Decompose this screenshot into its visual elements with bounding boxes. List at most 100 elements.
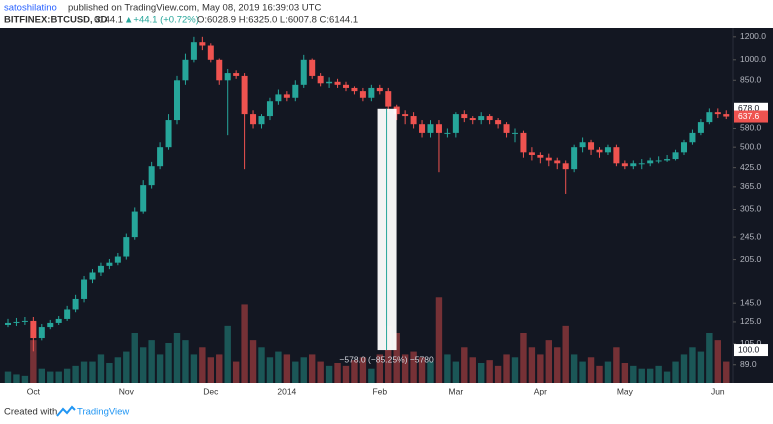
candle-body [275, 94, 282, 102]
footer-brand[interactable]: TradingView [77, 407, 129, 418]
candle-body [47, 322, 54, 328]
y-tick-label: 305.0 [740, 204, 762, 214]
volume-bar [199, 347, 206, 383]
y-tick-label: 1200.0 [740, 31, 766, 41]
candle-body [419, 124, 426, 133]
candle-body [385, 91, 392, 107]
candle-body [13, 321, 20, 323]
candle-body [224, 73, 231, 81]
y-tick-label: 205.0 [740, 254, 762, 264]
candle-body [545, 157, 552, 161]
volume-bar [224, 325, 231, 383]
volume-bar [249, 340, 257, 383]
x-tick-label: Mar [449, 386, 464, 396]
volume-bar [503, 354, 510, 383]
volume-bar [359, 357, 367, 383]
volume-bar [520, 333, 527, 383]
volume-bar [275, 351, 282, 383]
candle-body [233, 73, 240, 76]
candle-body [402, 114, 409, 117]
candle-body [368, 87, 375, 98]
candle-body [326, 81, 333, 84]
y-tick-label: 89.0 [740, 359, 757, 369]
candle-body [647, 160, 654, 164]
price-tag-label: 678.0 [738, 103, 760, 113]
x-tick-label: Dec [203, 386, 219, 396]
candle-body [292, 84, 299, 98]
volume-bar [587, 357, 595, 383]
candle-body [452, 114, 459, 133]
volume-bar [511, 357, 519, 383]
volume-bar [663, 371, 671, 383]
candle-body [351, 87, 358, 92]
candle-body [672, 152, 679, 160]
volume-bar [393, 333, 400, 383]
volume-bar [444, 354, 451, 383]
volume-bar [97, 354, 105, 383]
footer-text: Created with [4, 407, 57, 418]
candle-body [495, 120, 502, 125]
volume-bar [689, 347, 696, 383]
candle-body [630, 163, 637, 167]
candle-body [461, 114, 468, 119]
candle-body [655, 160, 662, 162]
candle-body [613, 147, 620, 164]
volume-bar [80, 361, 88, 383]
candle-body [537, 154, 544, 158]
candle-body [359, 91, 366, 98]
volume-bar [672, 361, 679, 383]
volume-bar [376, 354, 383, 383]
candle-body [190, 42, 197, 60]
price-tag-label: 637.6 [738, 111, 760, 121]
measure-label: −578.0 (−85.25%) −5780 [339, 354, 434, 364]
volume-bar [156, 354, 164, 383]
volume-bar [38, 368, 45, 383]
candle-body [114, 256, 121, 263]
volume-bar [292, 361, 299, 383]
candle-body [469, 118, 476, 121]
candle-body [148, 166, 155, 186]
candle-body [199, 42, 206, 46]
volume-bar [368, 368, 375, 383]
volume-bar [562, 325, 569, 383]
volume-bar [385, 325, 392, 383]
volume-bar [706, 333, 713, 383]
volume-bar [309, 354, 316, 383]
candle-body [393, 106, 400, 115]
volume-bar [190, 354, 198, 383]
change: ▲+44.1 (+0.72%) [124, 15, 199, 26]
volume-bar [494, 365, 502, 383]
volume-bar [486, 360, 493, 383]
y-tick-label: 145.0 [740, 297, 762, 307]
volume-bar [435, 297, 443, 383]
volume-bar [579, 361, 586, 383]
price-tag [734, 110, 768, 123]
candle-body [174, 80, 180, 121]
volume-bar [55, 371, 62, 383]
candle-body [38, 327, 45, 339]
candle-body [410, 116, 417, 125]
candle-body [681, 142, 687, 153]
y-tick-label: 850.0 [740, 75, 762, 85]
volume-bar [216, 354, 223, 383]
last-price: 6144.1 [94, 15, 123, 26]
volume-bar [604, 361, 612, 383]
candle-body [571, 147, 578, 170]
candle-body [638, 163, 645, 165]
candle-body [140, 185, 147, 212]
volume-bar [72, 365, 79, 383]
candle-body [30, 320, 37, 339]
volume-bar [114, 357, 122, 383]
candle-body [343, 84, 349, 88]
candle-body [72, 298, 79, 310]
x-tick-label: Nov [119, 386, 135, 396]
candle-body [21, 320, 28, 322]
candle-body [579, 142, 586, 148]
volume-bar [647, 368, 654, 383]
candle-body [512, 132, 518, 134]
volume-bar [621, 363, 629, 383]
candle-body [55, 318, 62, 323]
author[interactable]: satoshilatino [4, 3, 57, 14]
volume-bar [89, 361, 96, 383]
